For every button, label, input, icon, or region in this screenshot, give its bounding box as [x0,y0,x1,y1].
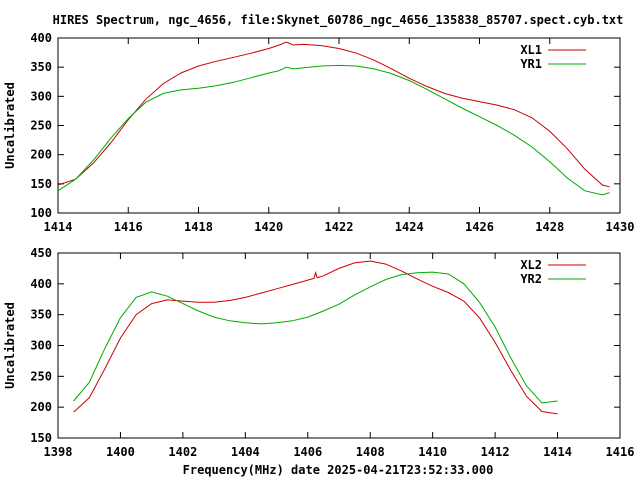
bottom-panel-xtick-label: 1398 [44,445,73,459]
bottom-panel-xtick-label: 1408 [356,445,385,459]
bottom-panel-ytick-label: 150 [30,431,52,445]
top-panel-xtick-label: 1426 [465,220,494,234]
top-panel-series-yr1 [57,64,610,196]
bottom-panel-series-yr2 [73,271,558,404]
top-panel: Uncalibrated 1414 1416 1418 1420 1422 1424 142… [3,31,634,234]
top-panel-ytick-label: 300 [30,89,52,103]
bottom-panel-ytick-label: 350 [30,308,52,322]
bottom-panel-xtick-label: 1416 [606,445,635,459]
top-panel-ticks: 1414 1416 1418 1420 1422 1424 1426 1428 1430 100 1… [30,31,634,234]
top-panel-ytick-label: 250 [30,119,52,133]
top-panel-xtick-label: 1424 [395,220,424,234]
bottom-panel-series [73,260,558,415]
bottom-panel-legend-label: YR2 [520,272,542,286]
bottom-panel-ytick-label: 450 [30,246,52,260]
bottom-panel-ytick-label: 300 [30,339,52,353]
chart-title: HIRES Spectrum, ngc_4656, file:Skynet_60… [53,13,624,28]
bottom-panel-xtick-label: 1404 [231,445,260,459]
top-panel-series-xl1 [57,41,610,188]
top-panel-xtick-label: 1428 [535,220,564,234]
top-panel-xtick-label: 1414 [44,220,73,234]
top-panel-xtick-label: 1416 [114,220,143,234]
bottom-panel-xtick-label: 1400 [106,445,135,459]
top-panel-xtick-label: 1422 [325,220,354,234]
top-panel-xtick-label: 1430 [606,220,635,234]
top-panel-ytick-label: 400 [30,31,52,45]
top-panel-ytick-label: 100 [30,206,52,220]
bottom-panel-ytick-label: 400 [30,277,52,291]
bottom-panel-ylabel: Uncalibrated [3,302,17,389]
bottom-panel-xtick-label: 1406 [293,445,322,459]
bottom-panel-xtick-label: 1410 [418,445,447,459]
top-panel-ytick-label: 200 [30,148,52,162]
bottom-panel-ytick-label: 200 [30,400,52,414]
bottom-panel-series-xl2 [73,260,558,415]
bottom-panel-xtick-label: 1402 [168,445,197,459]
top-panel-ylabel: Uncalibrated [3,82,17,169]
top-panel-legend-label: XL1 [520,43,542,57]
top-panel-xtick-label: 1418 [184,220,213,234]
top-panel-ytick-label: 350 [30,60,52,74]
top-panel-series [57,41,610,196]
bottom-panel-legend-label: XL2 [520,258,542,272]
bottom-panel-ticks: 1398 1400 1402 1404 1406 1408 1410 1412 1414 1416… [30,246,634,459]
bottom-panel-xtick-label: 1412 [481,445,510,459]
top-panel-xtick-label: 1420 [254,220,283,234]
top-panel-ytick-label: 150 [30,177,52,191]
bottom-panel-xtick-label: 1414 [543,445,572,459]
bottom-panel: Uncalibrated 1398 1400 1402 1404 1406 1408 141… [3,246,634,459]
top-panel-legend-label: YR1 [520,57,542,71]
bottom-panel-ytick-label: 250 [30,369,52,383]
x-axis-label: Frequency(MHz) date 2025-04-21T23:52:33.… [183,463,494,477]
